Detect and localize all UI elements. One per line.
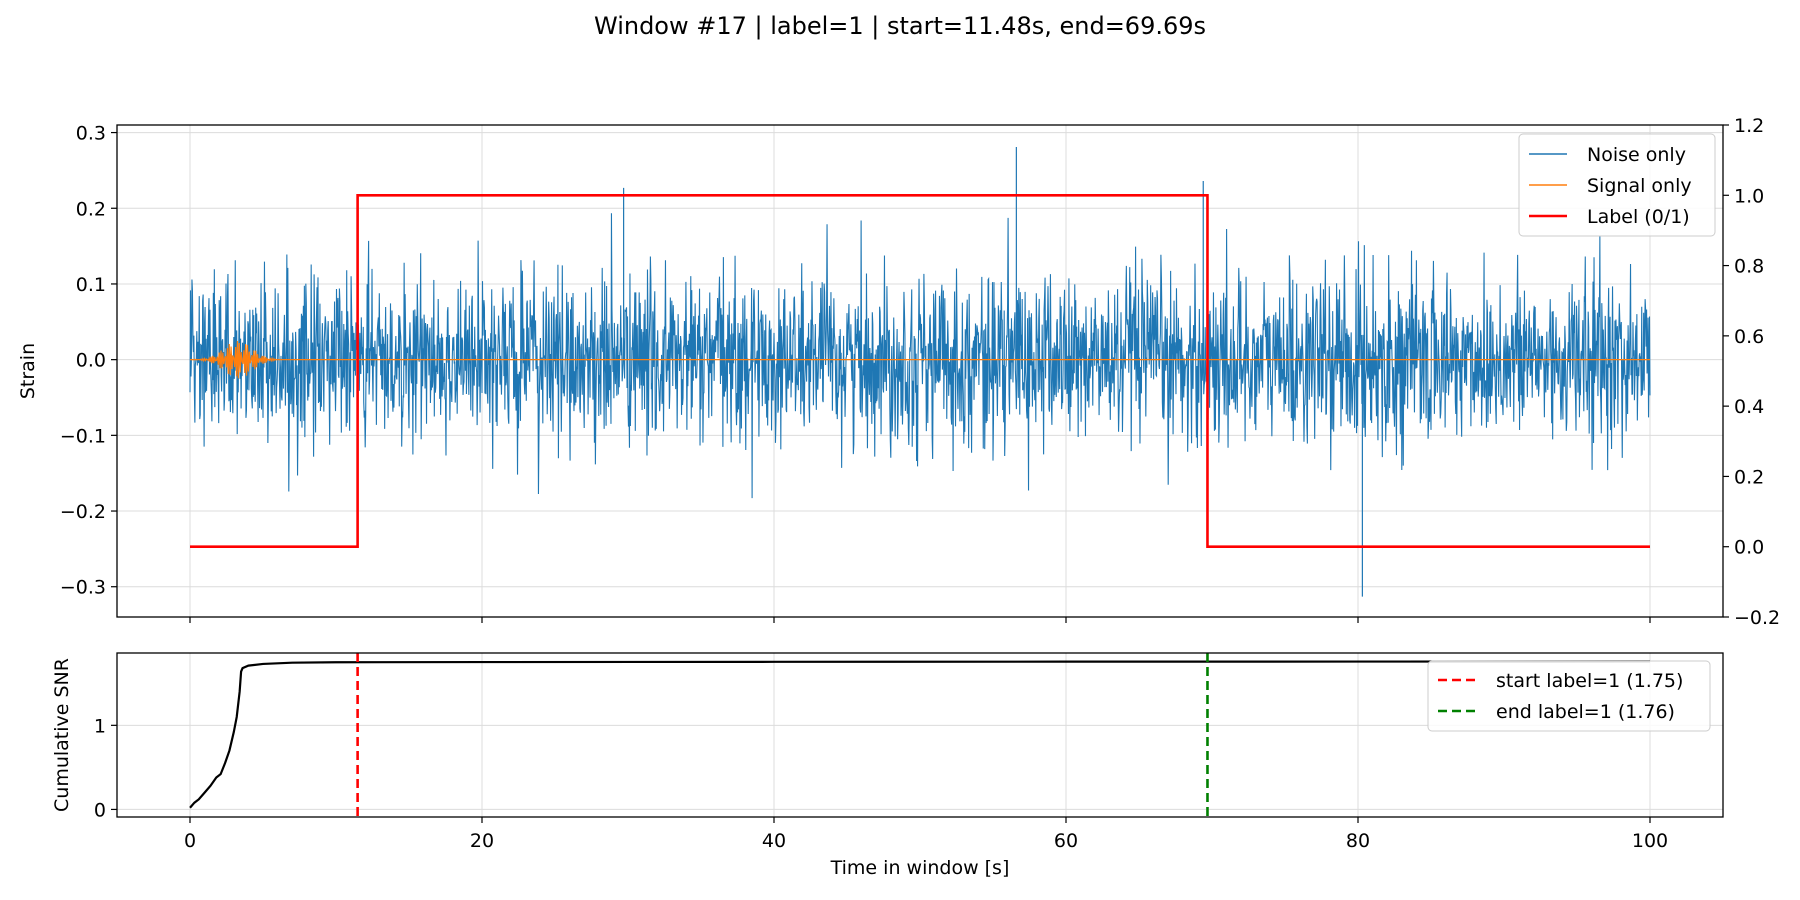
y-tick-label: 0 (94, 799, 106, 821)
signal-line (189, 340, 1650, 379)
strain-panel: −0.3 −0.2 −0.1 0.0 0.1 0.2 0.3 −0.2 0.0 0.2 0.4 0.… (17, 115, 1780, 629)
strain-axes-frame (116, 124, 1724, 618)
cumulative-snr-line (189, 660, 1651, 809)
y-tick-label: −0.2 (60, 501, 106, 523)
noise-series (189, 146, 1651, 597)
snr-legend: start label=1 (1.75) end label=1 (1.76) (1427, 660, 1711, 732)
figure-title: Window #17 | label=1 | start=11.48s, end… (593, 12, 1207, 40)
y2-tick-label: 0.4 (1734, 396, 1764, 418)
strain-y-label: Strain (17, 343, 39, 399)
legend-label: Label (0/1) (1587, 206, 1690, 228)
snr-series (189, 653, 1651, 817)
strain-legend: Noise only Signal only Label (0/1) (1518, 133, 1716, 237)
legend-label: end label=1 (1.76) (1496, 701, 1675, 723)
snr-y-label: Cumulative SNR (51, 658, 73, 812)
legend-label: start label=1 (1.75) (1496, 670, 1683, 692)
legend-box (1518, 133, 1716, 237)
y-tick-label: 0.0 (76, 350, 106, 372)
x-tick-label: 0 (184, 830, 196, 852)
x-tick-label: 40 (762, 830, 786, 852)
y2-tick-label: 0.0 (1734, 537, 1764, 559)
strain-y-ticks: −0.3 −0.2 −0.1 0.0 0.1 0.2 0.3 (60, 123, 117, 599)
x-tick-label: 20 (470, 830, 494, 852)
y2-tick-label: 1.0 (1734, 185, 1764, 207)
legend-label: Signal only (1587, 175, 1692, 197)
label-series (190, 193, 1650, 549)
noise-line (189, 213, 1651, 499)
y2-tick-label: 0.8 (1734, 256, 1764, 278)
snr-x-label: Time in window [s] (830, 857, 1010, 879)
legend-label: Noise only (1587, 144, 1686, 166)
y-tick-label: 0.2 (76, 198, 106, 220)
snr-y-ticks: 01 (94, 715, 117, 821)
y-tick-label: −0.1 (60, 425, 106, 447)
y2-tick-label: 1.2 (1734, 115, 1764, 137)
y-tick-label: 0.1 (76, 274, 106, 296)
snr-panel: 01 0 20 40 60 80 100 Cumulative SNR Time in w… (51, 652, 1724, 879)
strain-x-ticks (189, 617, 1651, 623)
y-tick-label: 0.3 (76, 123, 106, 145)
signal-series (189, 340, 1650, 379)
y2-tick-label: 0.6 (1734, 326, 1764, 348)
y-tick-label: −0.3 (60, 577, 106, 599)
x-tick-label: 100 (1632, 830, 1668, 852)
y2-tick-label: 0.2 (1734, 466, 1764, 488)
x-tick-label: 60 (1054, 830, 1078, 852)
label-y-ticks: −0.2 0.0 0.2 0.4 0.6 0.8 1.0 1.2 (1723, 115, 1780, 629)
y2-tick-label: −0.2 (1734, 607, 1780, 629)
label-step-line (190, 193, 1650, 549)
snr-x-ticks: 0 20 40 60 80 100 (184, 817, 1668, 852)
y-tick-label: 1 (94, 715, 106, 737)
x-tick-label: 80 (1346, 830, 1370, 852)
snr-axes-frame (116, 652, 1724, 818)
legend-box (1427, 660, 1711, 732)
